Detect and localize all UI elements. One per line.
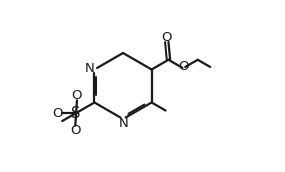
Text: O: O [162, 31, 172, 44]
Text: O: O [72, 89, 82, 102]
Text: N: N [85, 62, 95, 75]
Text: S: S [72, 106, 81, 121]
Text: N: N [119, 117, 129, 130]
Text: O: O [70, 124, 81, 137]
Text: O: O [178, 61, 189, 73]
Text: O: O [52, 106, 62, 120]
